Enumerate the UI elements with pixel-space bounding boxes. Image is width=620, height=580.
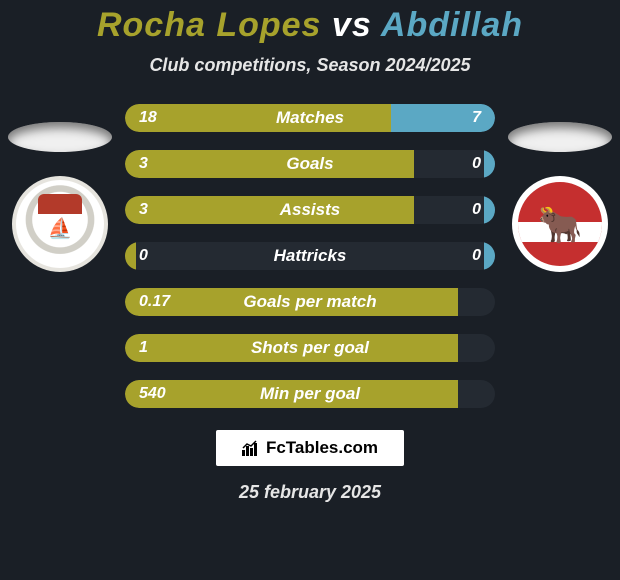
stat-label: Hattricks (125, 242, 495, 270)
stat-label: Matches (125, 104, 495, 132)
club-logo-left (12, 176, 108, 272)
footer: FcTables.com 25 february 2025 (216, 430, 404, 503)
brand-badge[interactable]: FcTables.com (216, 430, 404, 466)
stat-row: 0.17Goals per match (125, 288, 495, 316)
stat-label: Goals (125, 150, 495, 178)
stat-row: 00Hattricks (125, 242, 495, 270)
stat-row: 30Assists (125, 196, 495, 224)
stat-row: 30Goals (125, 150, 495, 178)
comparison-card: Rocha Lopes vs Abdillah Club competition… (0, 0, 620, 580)
stat-label: Assists (125, 196, 495, 224)
club-logo-right (512, 176, 608, 272)
left-club-column (0, 122, 120, 272)
stat-row: 1Shots per goal (125, 334, 495, 362)
stat-label: Shots per goal (125, 334, 495, 362)
stat-label: Goals per match (125, 288, 495, 316)
chart-icon (242, 440, 260, 456)
player2-name: Abdillah (381, 6, 523, 44)
left-ellipse (8, 122, 112, 152)
right-club-column (500, 122, 620, 272)
vs-text: vs (332, 6, 372, 44)
right-ellipse (508, 122, 612, 152)
stat-row: 187Matches (125, 104, 495, 132)
player1-name: Rocha Lopes (97, 6, 321, 44)
brand-text: FcTables.com (266, 438, 378, 458)
subtitle: Club competitions, Season 2024/2025 (149, 55, 470, 76)
date-text: 25 february 2025 (239, 482, 381, 503)
stat-row: 540Min per goal (125, 380, 495, 408)
title: Rocha Lopes vs Abdillah (97, 6, 523, 45)
stat-label: Min per goal (125, 380, 495, 408)
